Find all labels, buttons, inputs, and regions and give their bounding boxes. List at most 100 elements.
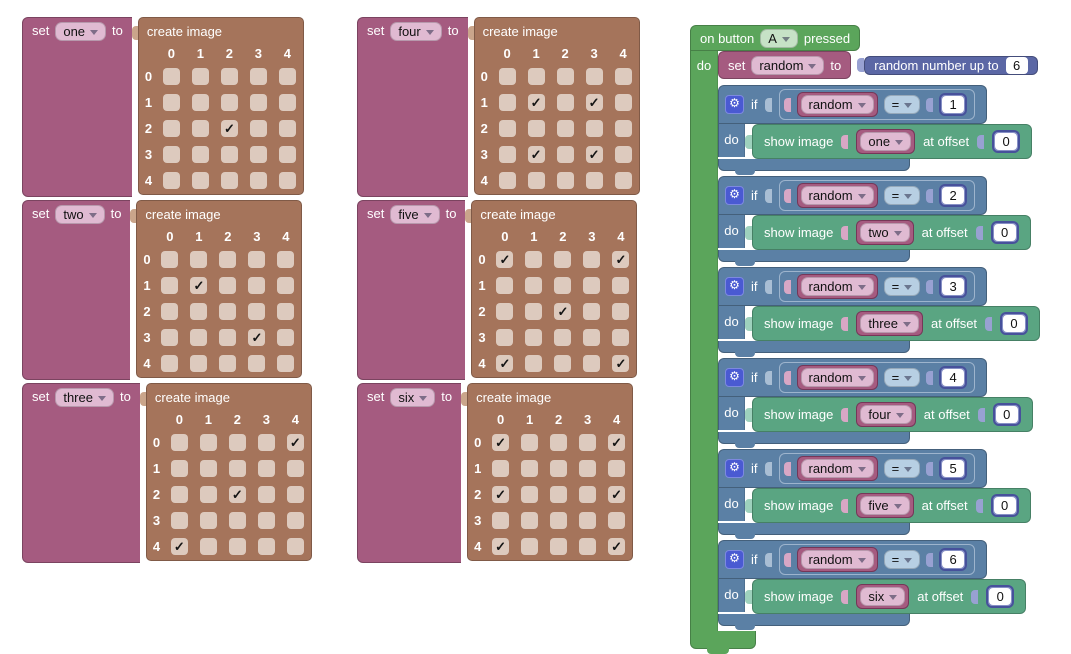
led-checkbox[interactable] <box>277 328 295 346</box>
led-checkbox[interactable] <box>608 459 626 477</box>
led-checkbox[interactable]: ✓ <box>612 354 630 372</box>
led-checkbox[interactable] <box>498 171 516 189</box>
set-random-block[interactable]: set random to <box>718 51 852 79</box>
offset-field[interactable]: 0 <box>993 497 1016 514</box>
create-image-block[interactable]: create image 0 1 2 3 4 0 ✓ ✓ 1 2 ✓ ✓ 3 4 ✓ ✓ <box>467 383 634 561</box>
led-checkbox[interactable] <box>583 276 601 294</box>
led-checkbox[interactable] <box>162 93 180 111</box>
led-checkbox[interactable] <box>170 433 188 451</box>
show-image-block[interactable]: show image three at offset 0 <box>752 306 1041 341</box>
led-checkbox[interactable] <box>219 302 237 320</box>
led-checkbox[interactable] <box>550 433 568 451</box>
led-checkbox[interactable] <box>554 276 572 294</box>
led-checkbox[interactable]: ✓ <box>248 328 266 346</box>
led-checkbox[interactable] <box>527 119 545 137</box>
led-checkbox[interactable]: ✓ <box>492 485 510 503</box>
led-checkbox[interactable] <box>614 119 632 137</box>
led-checkbox[interactable] <box>257 459 275 477</box>
if-header[interactable]: ⚙ if random = 6 <box>718 540 988 579</box>
led-checkbox[interactable] <box>492 511 510 529</box>
variable-dropdown[interactable]: six <box>390 388 436 407</box>
led-checkbox[interactable]: ✓ <box>492 537 510 555</box>
led-checkbox[interactable] <box>191 119 209 137</box>
led-checkbox[interactable] <box>220 93 238 111</box>
led-checkbox[interactable] <box>550 459 568 477</box>
led-checkbox[interactable]: ✓ <box>608 433 626 451</box>
led-checkbox[interactable] <box>554 328 572 346</box>
set-variable-block[interactable]: set three to <box>22 383 140 563</box>
led-checkbox[interactable]: ✓ <box>492 433 510 451</box>
led-checkbox[interactable] <box>614 145 632 163</box>
number-field[interactable]: 1 <box>942 96 965 113</box>
image-dropdown[interactable]: one <box>860 132 912 151</box>
led-checkbox[interactable] <box>527 67 545 85</box>
led-checkbox[interactable] <box>556 171 574 189</box>
offset-number-block[interactable]: 0 <box>1000 312 1029 335</box>
button-dropdown[interactable]: A <box>760 28 798 48</box>
led-checkbox[interactable] <box>583 302 601 320</box>
led-checkbox[interactable] <box>585 67 603 85</box>
variable-dropdown[interactable]: three <box>55 388 114 407</box>
variable-dropdown[interactable]: random <box>800 95 874 114</box>
led-checkbox[interactable] <box>579 511 597 529</box>
led-checkbox[interactable] <box>496 328 514 346</box>
led-checkbox[interactable] <box>525 354 543 372</box>
led-checkbox[interactable] <box>190 328 208 346</box>
if-header[interactable]: ⚙ if random = 2 <box>718 176 988 215</box>
operator-dropdown[interactable]: = <box>883 95 921 114</box>
led-checkbox[interactable] <box>228 537 246 555</box>
led-checkbox[interactable] <box>521 485 539 503</box>
if-block[interactable]: ⚙ if random = 2 <box>718 176 1040 266</box>
led-checkbox[interactable] <box>556 145 574 163</box>
led-checkbox[interactable] <box>286 511 304 529</box>
variable-dropdown[interactable]: random <box>800 368 874 387</box>
led-checkbox[interactable] <box>583 250 601 268</box>
led-checkbox[interactable] <box>248 354 266 372</box>
show-image-block[interactable]: show image two at offset 0 <box>752 215 1031 250</box>
led-checkbox[interactable]: ✓ <box>496 354 514 372</box>
led-checkbox[interactable] <box>249 171 267 189</box>
variable-image-block[interactable]: two <box>856 220 914 245</box>
comparison-block[interactable]: random = 4 <box>778 362 976 393</box>
led-checkbox[interactable] <box>550 485 568 503</box>
led-checkbox[interactable]: ✓ <box>585 145 603 163</box>
led-checkbox[interactable] <box>527 171 545 189</box>
show-image-block[interactable]: show image four at offset 0 <box>752 397 1033 432</box>
variable-random-block[interactable]: random <box>796 456 878 481</box>
number-value-block[interactable]: 3 <box>939 275 968 298</box>
led-checkbox[interactable] <box>161 354 179 372</box>
show-image-block[interactable]: show image six at offset 0 <box>752 579 1027 614</box>
image-dropdown[interactable]: six <box>860 587 906 606</box>
led-checkbox[interactable] <box>521 511 539 529</box>
led-checkbox[interactable] <box>608 511 626 529</box>
image-dropdown[interactable]: four <box>860 405 912 424</box>
led-checkbox[interactable] <box>161 328 179 346</box>
led-checkbox[interactable] <box>525 302 543 320</box>
led-checkbox[interactable] <box>199 485 217 503</box>
variable-random-block[interactable]: random <box>796 92 878 117</box>
variable-image-block[interactable]: three <box>856 311 924 336</box>
if-block[interactable]: ⚙ if random = 5 <box>718 449 1040 539</box>
variable-dropdown[interactable]: four <box>390 22 442 41</box>
number-value-block[interactable]: 6 <box>939 548 968 571</box>
variable-random-block[interactable]: random <box>796 365 878 390</box>
number-value-block[interactable]: 2 <box>939 184 968 207</box>
led-checkbox[interactable] <box>614 93 632 111</box>
led-checkbox[interactable] <box>554 250 572 268</box>
led-checkbox[interactable] <box>162 67 180 85</box>
led-checkbox[interactable] <box>249 67 267 85</box>
led-checkbox[interactable] <box>278 145 296 163</box>
led-checkbox[interactable] <box>585 171 603 189</box>
led-checkbox[interactable]: ✓ <box>496 250 514 268</box>
led-checkbox[interactable] <box>550 537 568 555</box>
led-checkbox[interactable] <box>257 537 275 555</box>
set-image-composite[interactable]: set three to create image 0 1 2 3 4 0 ✓ 1 2 ✓ 3 4 ✓ <box>22 383 312 563</box>
led-checkbox[interactable]: ✓ <box>608 537 626 555</box>
set-image-composite[interactable]: set six to create image 0 1 2 3 4 0 ✓ ✓ 1 2 ✓ ✓ 3 4 ✓ ✓ <box>357 383 634 563</box>
led-checkbox[interactable] <box>278 93 296 111</box>
set-image-composite[interactable]: set four to create image 0 1 2 3 4 0 1 ✓ ✓ 2 3 ✓ ✓ 4 <box>357 17 640 197</box>
led-checkbox[interactable]: ✓ <box>612 250 630 268</box>
led-checkbox[interactable] <box>257 485 275 503</box>
led-checkbox[interactable] <box>248 276 266 294</box>
led-checkbox[interactable]: ✓ <box>190 276 208 294</box>
